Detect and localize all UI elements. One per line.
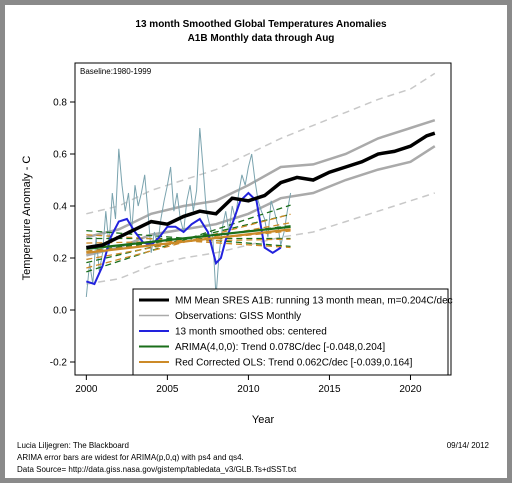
chart-subtitle: A1B Monthly data through Aug bbox=[188, 33, 335, 44]
y-tick-label: 0.6 bbox=[53, 150, 67, 161]
plot-content bbox=[85, 72, 436, 298]
series-arima-trend-line bbox=[86, 225, 291, 250]
y-tick-label: 0.2 bbox=[53, 254, 67, 265]
x-tick-label: 2000 bbox=[75, 384, 98, 395]
legend-label: Red Corrected OLS: Trend 0.062C/dec [-0.… bbox=[175, 358, 413, 369]
x-axis-label: Year bbox=[252, 414, 275, 426]
series-observations-line bbox=[85, 127, 292, 298]
x-tick-label: 2005 bbox=[156, 384, 179, 395]
footer-note: ARIMA error bars are widest for ARIMA(p,… bbox=[17, 453, 244, 462]
legend-label: MM Mean SRES A1B: running 13 month mean,… bbox=[175, 296, 453, 307]
chart-svg: 13 month Smoothed Global Temperatures An… bbox=[17, 19, 490, 474]
y-tick-label: 0.8 bbox=[53, 98, 67, 109]
y-tick-label: -0.2 bbox=[50, 358, 68, 369]
x-tick-label: 2015 bbox=[318, 384, 341, 395]
y-tick-label: 0.4 bbox=[53, 202, 67, 213]
y-axis-label: Temperature Anomaly - C bbox=[21, 156, 33, 281]
y-axis: -0.2 0.0 0.2 0.4 0.6 0.8 bbox=[50, 98, 75, 369]
footer-date: 09/14/ 2012 bbox=[447, 441, 490, 450]
envelope-lower-0 bbox=[86, 192, 436, 285]
chart-title: 13 month Smoothed Global Temperatures An… bbox=[135, 19, 387, 30]
series-ols-trend-line bbox=[86, 228, 291, 254]
x-tick-label: 2010 bbox=[237, 384, 260, 395]
envelope-upper-0 bbox=[86, 72, 436, 215]
error-fan-0-line-4 bbox=[86, 204, 291, 273]
legend-label: Observations: GISS Monthly bbox=[175, 311, 301, 322]
x-axis: 2000 2005 2010 2015 2020 bbox=[75, 375, 422, 395]
baseline-note: Baseline:1980-1999 bbox=[80, 67, 152, 76]
x-tick-label: 2020 bbox=[399, 384, 422, 395]
envelope-lower-1 bbox=[86, 145, 436, 257]
legend-label: 13 month smoothed obs: centered bbox=[175, 327, 327, 338]
legend-label: ARIMA(4,0,0): Trend 0.078C/dec [-0.048,0… bbox=[175, 342, 385, 353]
legend: MM Mean SRES A1B: running 13 month mean,… bbox=[132, 288, 453, 376]
series-smoothed-obs-line bbox=[85, 191, 282, 286]
footer-source: Data Source= http://data.giss.nasa.gov/g… bbox=[17, 465, 297, 474]
footer-author: Lucia Liljegren: The Blackboard bbox=[17, 441, 129, 450]
y-tick-label: 0.0 bbox=[53, 306, 67, 317]
series-model-mean-line bbox=[86, 131, 436, 250]
legend-box bbox=[132, 288, 449, 376]
envelope-upper-1 bbox=[86, 119, 436, 239]
